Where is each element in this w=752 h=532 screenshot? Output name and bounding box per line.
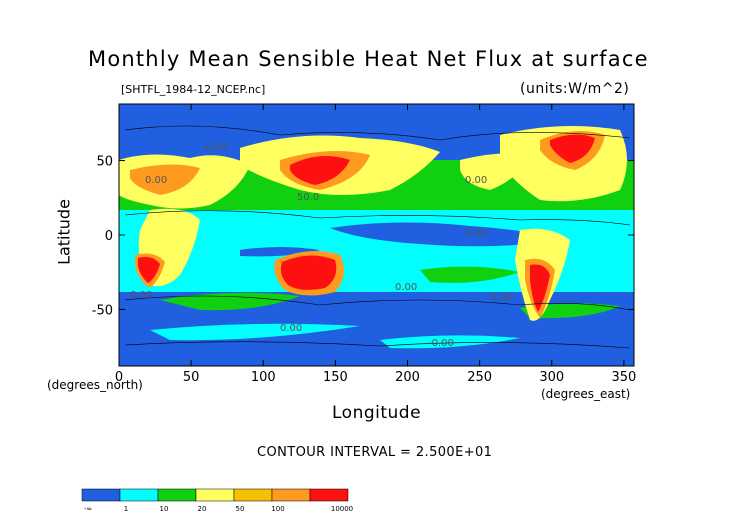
colorbar-swatch — [81, 488, 121, 502]
y-tick-label: 0 — [105, 229, 113, 244]
y-tick-label: 50 — [96, 155, 113, 170]
colorbar-label: 1 — [124, 505, 128, 513]
colorbar-label: -∞ — [84, 505, 92, 513]
colorbar-swatch — [271, 488, 311, 502]
colorbar-swatch — [195, 488, 235, 502]
x-tick-label: 200 — [395, 370, 420, 385]
chart-subtitle: [SHTFL_1984-12_NCEP.nc] — [121, 83, 266, 96]
x-tick-label: 350 — [611, 370, 636, 385]
contour-label: 0.00 — [490, 292, 512, 303]
colorbar-label: 10 — [160, 505, 169, 513]
x-axis-label: Longitude — [332, 403, 422, 423]
colorbar-swatch — [157, 488, 197, 502]
units-label: (units:W/m^2) — [520, 81, 630, 97]
colorbar-swatch — [233, 488, 273, 502]
contour-label: 0.00 — [465, 228, 487, 239]
flux-map: 0.00 50.0 0.00 0.00 0.00 0.00 0.00 0.00 … — [119, 104, 634, 366]
contour-label: 0.00 — [395, 282, 417, 293]
colorbar-label: 10000 — [331, 505, 353, 513]
contour-label: 0.00 — [145, 175, 167, 186]
x-tick-label: 300 — [539, 370, 564, 385]
contour-interval: CONTOUR INTERVAL = 2.500E+01 — [257, 445, 493, 460]
contour-label: 0.00 — [130, 290, 152, 301]
contour-label: -0.00 — [428, 338, 454, 349]
axis-ticks: 0 50 100 150 200 250 300 350 50 0 -50 — [92, 104, 636, 385]
colorbar-swatch — [309, 488, 349, 502]
x-unit-label-right: (degrees_east) — [541, 387, 631, 401]
colorbar-label: 50 — [236, 505, 245, 513]
contour-label: 0.00 — [280, 323, 302, 334]
x-unit-label-left: (degrees_north) — [47, 378, 143, 392]
contour-label: 0.00 — [465, 175, 487, 186]
contour-label: 50.0 — [297, 192, 319, 203]
colorbar-label: 20 — [198, 505, 207, 513]
chart-title: Monthly Mean Sensible Heat Net Flux at s… — [88, 47, 649, 71]
x-tick-label: 150 — [323, 370, 348, 385]
x-tick-label: 50 — [183, 370, 200, 385]
colorbar-swatch — [119, 488, 159, 502]
y-tick-label: -50 — [92, 303, 113, 318]
colorbar-label: 100 — [271, 505, 284, 513]
contour-label: 0.00 — [205, 142, 227, 153]
x-tick-label: 0 — [115, 370, 123, 385]
colorbar: -∞ 1 10 20 50 100 10000 — [81, 488, 353, 513]
x-tick-label: 250 — [467, 370, 492, 385]
x-tick-label: 100 — [251, 370, 276, 385]
